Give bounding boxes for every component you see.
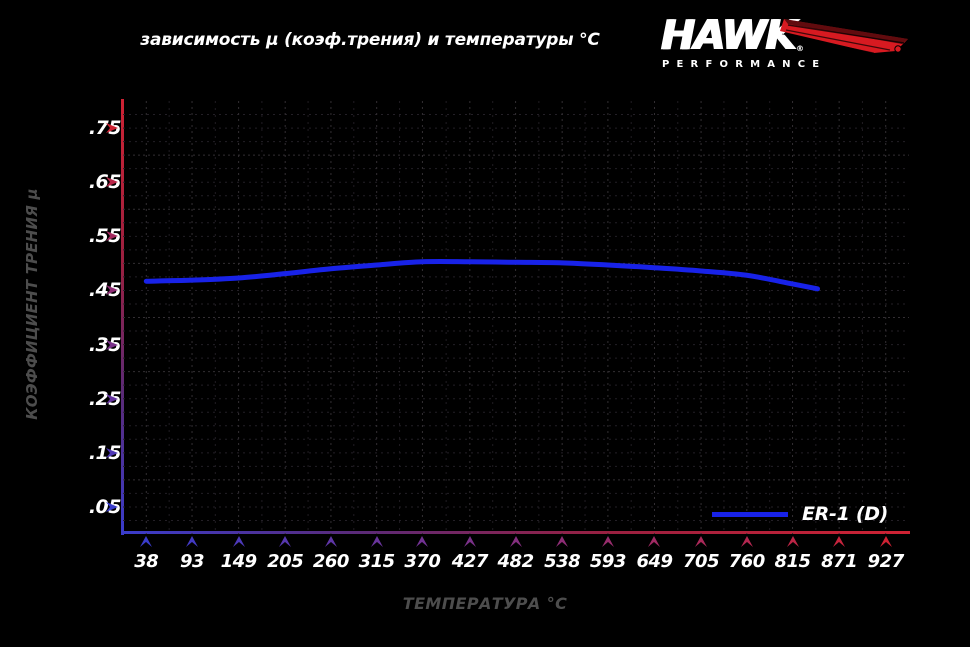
hawk-wing-icon (780, 19, 908, 54)
logo-wordmark: HAWK (660, 11, 796, 59)
x-tick-marker-icon (509, 536, 522, 547)
x-axis-line (121, 531, 910, 534)
y-tick-marker-icon (106, 339, 118, 350)
y-tick-label: .05 (88, 495, 122, 518)
x-tick-marker-icon (648, 536, 661, 547)
x-tick-label: 93 (180, 551, 205, 572)
x-axis-title: ТЕМПЕРАТУРА °C (402, 594, 568, 613)
y-axis-title: КОЭФФИЦИЕНТ ТРЕНИЯ μ (23, 188, 41, 420)
x-tick-label: 260 (312, 551, 350, 572)
x-tick-label: 649 (636, 551, 673, 572)
y-tick-marker-icon (106, 447, 118, 458)
registered-mark-icon: ® (796, 44, 804, 53)
x-tick-marker-icon (370, 536, 383, 547)
plot-area (123, 101, 909, 534)
y-tick-marker-icon (106, 231, 118, 242)
x-tick-label: 38 (134, 551, 159, 572)
legend: ER-1 (D) (712, 503, 888, 525)
x-tick-marker-icon (140, 536, 153, 547)
legend-label-er1: ER-1 (D) (802, 503, 889, 525)
y-tick-marker-icon (106, 123, 118, 134)
x-tick-marker-icon (879, 536, 892, 547)
x-tick-label: 149 (220, 551, 258, 572)
grid-lines (123, 101, 909, 534)
x-tick-marker-icon (279, 536, 292, 547)
x-tick-label: 705 (683, 551, 720, 572)
series-curve-er1 (143, 258, 821, 292)
x-tick-marker-icon (833, 536, 846, 547)
x-tick-marker-icon (186, 536, 199, 547)
x-tick-label: 370 (404, 551, 441, 572)
x-tick-marker-icon (232, 536, 245, 547)
x-tick-label: 315 (358, 551, 396, 572)
y-tick-marker-icon (106, 393, 118, 404)
x-tick-marker-icon (556, 536, 569, 547)
x-tick-marker-icon (695, 536, 708, 547)
x-tick-label: 927 (867, 551, 905, 572)
x-tick-label: 482 (497, 551, 535, 572)
logo-tagline: PERFORMANCE (662, 59, 827, 70)
x-tick-label: 871 (821, 551, 858, 572)
y-tick-marker-icon (106, 285, 118, 296)
x-tick-label: 205 (267, 551, 304, 572)
y-tick-label: .65 (88, 171, 122, 194)
y-tick-marker-icon (106, 177, 118, 188)
y-tick-label: .55 (88, 225, 122, 248)
x-tick-label: 760 (728, 551, 766, 572)
x-tick-label: 538 (544, 551, 581, 572)
x-tick-label: 815 (774, 551, 812, 572)
y-tick-label: .35 (88, 333, 122, 356)
x-tick-marker-icon (416, 536, 429, 547)
x-tick-label: 593 (589, 551, 627, 572)
y-tick-label: .75 (88, 117, 122, 140)
x-tick-marker-icon (601, 536, 614, 547)
y-tick-label: .45 (88, 279, 122, 302)
chart-title: зависимость μ (коэф.трения) и температур… (140, 30, 600, 50)
hawk-performance-logo: HAWK ® PERFORMANCE (660, 14, 912, 76)
x-tick-marker-icon (463, 536, 476, 547)
legend-swatch-er1 (712, 511, 788, 517)
y-tick-label: .25 (88, 387, 122, 410)
y-tick-marker-icon (106, 501, 118, 512)
y-tick-label: .15 (88, 441, 122, 464)
y-axis-line (121, 99, 124, 535)
x-tick-label: 427 (451, 551, 489, 572)
x-tick-marker-icon (324, 536, 337, 547)
x-tick-marker-icon (786, 536, 799, 547)
x-tick-marker-icon (740, 536, 753, 547)
